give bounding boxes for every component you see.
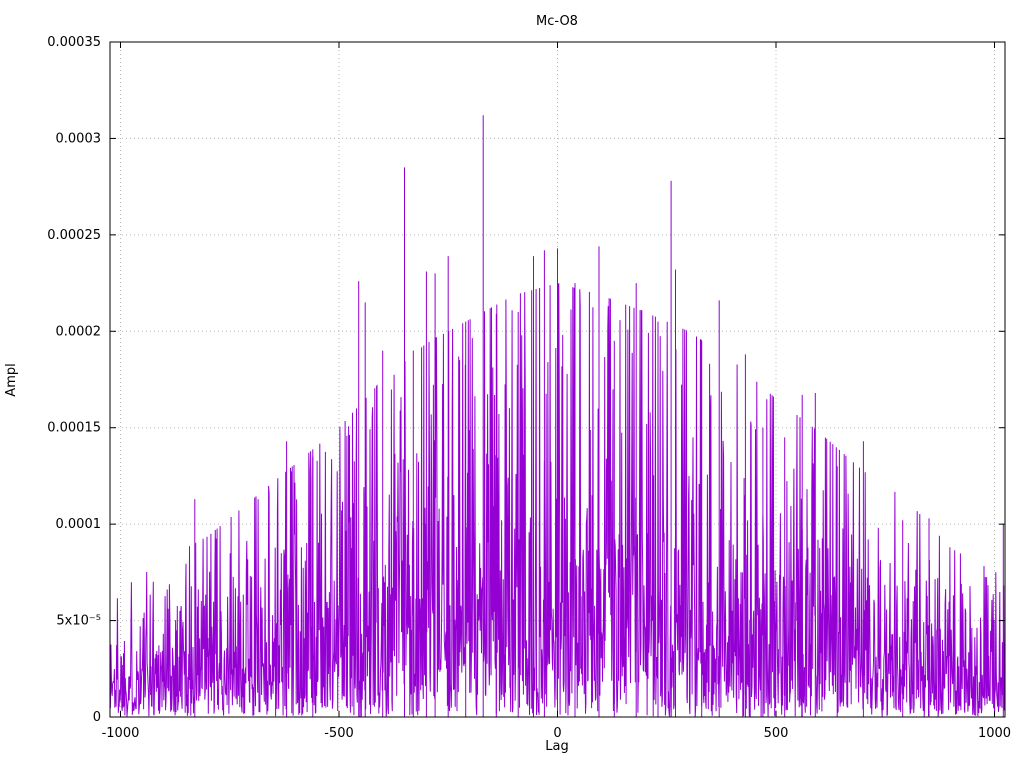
chart-title: Mc-O8 [536,14,578,29]
x-tick-label: 0 [553,726,561,741]
axis-ticks [110,41,1005,718]
y-tick-label: 0.0002 [56,324,102,339]
x-tick-label: -1000 [102,726,140,741]
x-tick-label: -500 [324,726,354,741]
y-tick-label: 0.0003 [56,131,102,146]
x-tick-label: 500 [764,726,789,741]
grid-lines [110,41,1005,718]
data-series [109,115,1006,718]
plot-border [109,41,1006,718]
signal-peaks [194,115,1004,717]
tick-labels: -1000 -500 0 500 1000 0 5x10⁻⁵ 0.0001 0.00015 0.0… [47,35,1011,741]
y-tick-label: 0.00035 [47,35,101,50]
y-axis-label: Ampl [4,363,19,396]
y-tick-label: 0.0001 [56,517,102,532]
y-tick-label: 5x10⁻⁵ [56,614,101,629]
y-tick-label: 0 [93,710,101,725]
y-tick-label: 0.00015 [47,421,101,436]
x-tick-label: 1000 [978,726,1011,741]
y-tick-label: 0.00025 [47,228,101,243]
x-axis-label: Lag [545,739,568,754]
